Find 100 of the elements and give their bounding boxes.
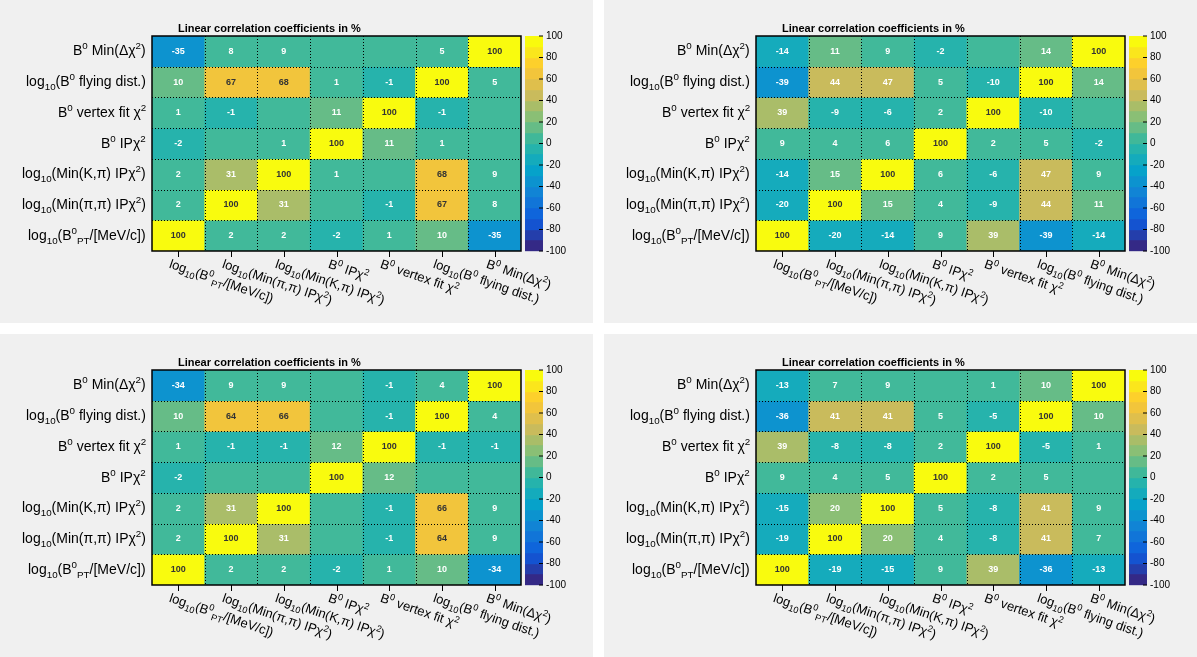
color-bar-label: -20 — [1150, 492, 1165, 504]
color-bar-label: -60 — [546, 201, 561, 213]
data-label: 11 — [830, 45, 840, 56]
y-tick-label: B$^{0}$ IPχ$^{2}$ — [101, 466, 146, 485]
data-label: -36 — [775, 410, 789, 421]
data-label: -2 — [174, 137, 183, 148]
data-label: -9 — [989, 199, 998, 210]
color-bar-label: 40 — [546, 428, 558, 440]
data-label: -1 — [227, 107, 236, 118]
color-bar-label: 80 — [546, 51, 558, 63]
data-label: 9 — [779, 137, 785, 148]
data-label: 9 — [1096, 168, 1102, 179]
data-label: 9 — [937, 230, 944, 241]
data-label: 100 — [774, 230, 790, 241]
data-label: 100 — [932, 471, 949, 482]
data-label: 4 — [832, 471, 838, 482]
color-bar-label: 40 — [546, 94, 558, 106]
color-bar-label: -40 — [1150, 180, 1165, 192]
data-label: 9 — [228, 379, 234, 390]
data-label: 11 — [384, 137, 394, 148]
data-label: 12 — [331, 441, 342, 452]
data-label: 5 — [492, 76, 498, 87]
color-bar-label: 80 — [1150, 51, 1162, 63]
y-tick-label: log$_{10}$(B$^{0}$$_{PT}$/[MeV/c]) — [28, 224, 146, 246]
data-label: 66 — [278, 410, 289, 421]
data-label: -1 — [437, 441, 446, 452]
data-label: 9 — [492, 168, 498, 179]
data-label: -1 — [385, 410, 394, 421]
color-bar-label: 100 — [546, 29, 564, 41]
color-bar-label: -20 — [1150, 158, 1165, 170]
color-bar-label: 20 — [546, 115, 558, 127]
data-label: 5 — [937, 76, 944, 87]
data-label: 100 — [985, 107, 1001, 118]
y-tick-label: B$^{0}$ vertex fit χ$^{2}$ — [662, 102, 751, 120]
data-label: 31 — [278, 199, 289, 210]
y-tick-label: B$^{0}$ Min(Δχ$^{2}$) — [677, 374, 750, 393]
data-label: 10 — [436, 230, 447, 241]
data-label: 41 — [830, 410, 841, 421]
color-bar-label: 40 — [1150, 428, 1162, 440]
y-tick-label: log$_{10}$(B$^{0}$$_{PT}$/[MeV/c]) — [28, 558, 146, 580]
color-bar-label: -100 — [1150, 578, 1171, 590]
data-label: 10 — [1040, 379, 1051, 390]
y-tick-label: log$_{10}$(B$^{0}$ flying dist.) — [26, 405, 146, 426]
y-tick-label: B$^{0}$ Min(Δχ$^{2}$) — [73, 40, 146, 59]
data-label: 4 — [492, 410, 498, 421]
data-label: 10 — [173, 410, 184, 421]
data-label: -10 — [1039, 107, 1053, 118]
data-label: -8 — [831, 441, 840, 452]
data-label: 100 — [827, 199, 843, 210]
data-label: 100 — [880, 502, 896, 513]
data-label: -2 — [332, 230, 341, 241]
data-label: -15 — [775, 502, 789, 513]
data-label: 2 — [175, 168, 181, 179]
color-bar-label: 60 — [1150, 72, 1162, 84]
data-label: 5 — [439, 45, 445, 56]
data-label: 6 — [937, 168, 944, 179]
data-label: 5 — [937, 502, 944, 513]
data-label: -14 — [775, 45, 789, 56]
chart-title: Linear correlation coefficients in % — [178, 22, 361, 34]
data-label: -1 — [437, 107, 446, 118]
color-bar-label: -40 — [546, 180, 561, 192]
data-label: -14 — [881, 230, 895, 241]
data-label: 15 — [830, 168, 841, 179]
data-label: 2 — [990, 137, 996, 148]
y-tick-label: log$_{10}$(Min(π,π) IPχ$^{2}$) — [626, 528, 750, 549]
data-label: 68 — [278, 76, 289, 87]
color-bar-label: -60 — [546, 535, 561, 547]
color-bar-label: 40 — [1150, 94, 1162, 106]
data-label: 1 — [333, 76, 340, 87]
color-bar-label: 0 — [1150, 471, 1156, 483]
data-label: 100 — [223, 199, 239, 210]
data-label: -14 — [1092, 230, 1106, 241]
data-label: 68 — [436, 168, 447, 179]
data-label: 10 — [1093, 410, 1104, 421]
data-label: -35 — [488, 230, 502, 241]
data-label: 8 — [228, 45, 234, 56]
color-bar-label: -100 — [546, 244, 567, 256]
data-label: 2 — [990, 471, 996, 482]
y-tick-label: log$_{10}$(Min(K,π) IPχ$^{2}$) — [22, 497, 146, 518]
data-label: 7 — [1096, 533, 1102, 544]
color-bar-label: 0 — [546, 471, 552, 483]
data-label: 1 — [990, 379, 996, 390]
color-bar-label: -80 — [1150, 557, 1165, 569]
y-tick-label: B$^{0}$ IPχ$^{2}$ — [101, 132, 146, 151]
data-label: 100 — [827, 533, 843, 544]
data-label: -8 — [989, 502, 998, 513]
data-label: -1 — [385, 502, 394, 513]
data-label: 47 — [1040, 168, 1051, 179]
y-tick-label: log$_{10}$(B$^{0}$$_{PT}$/[MeV/c]) — [632, 558, 750, 580]
data-label: -9 — [831, 107, 840, 118]
y-tick-label: B$^{0}$ vertex fit χ$^{2}$ — [58, 102, 147, 120]
data-label: 11 — [331, 107, 342, 118]
data-label: 100 — [328, 137, 345, 148]
color-bar-label: -60 — [1150, 201, 1165, 213]
data-label: 12 — [384, 471, 395, 482]
data-label: 10 — [436, 564, 447, 575]
data-label: 9 — [885, 379, 891, 390]
data-label: 9 — [1096, 502, 1102, 513]
y-tick-label: B$^{0}$ IPχ$^{2}$ — [705, 466, 750, 485]
data-label: 1 — [175, 107, 181, 118]
